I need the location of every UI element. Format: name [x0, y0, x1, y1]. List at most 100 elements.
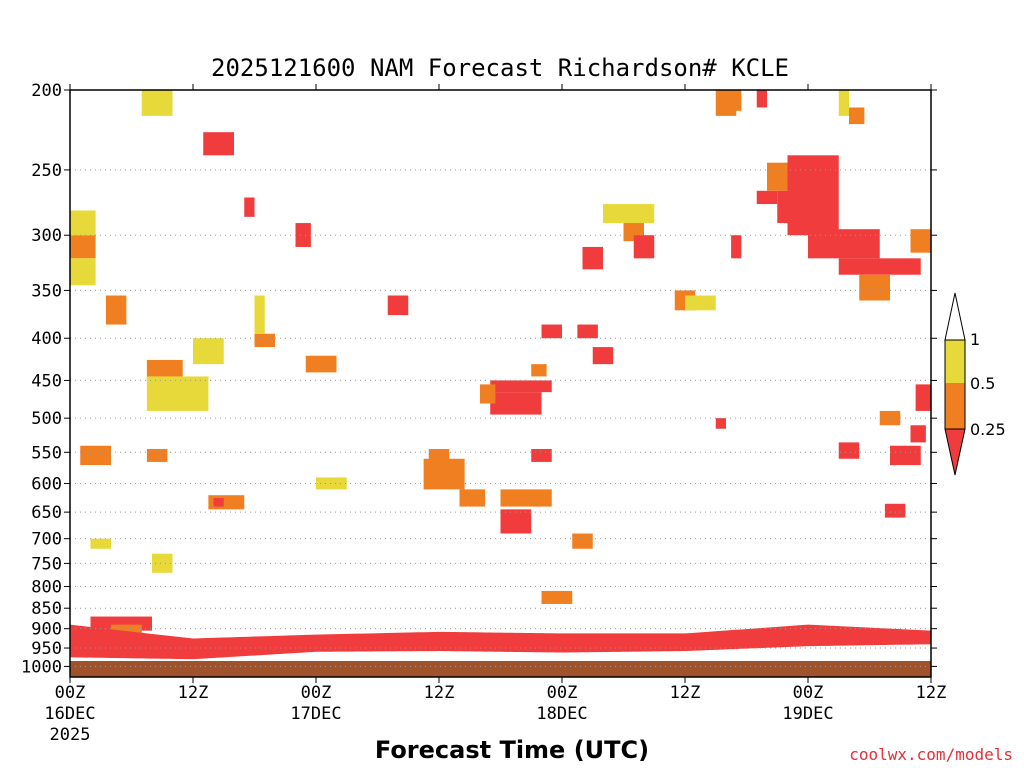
chart-title: 2025121600 NAM Forecast Richardson# KCLE [211, 54, 789, 82]
heatmap-region-59 [111, 624, 142, 635]
heatmap-region-23 [715, 418, 726, 429]
heatmap-region-49 [428, 449, 450, 466]
heatmap-region-57 [152, 553, 173, 573]
heatmap-region-8 [254, 333, 275, 348]
y-tick-label-300: 300 [31, 226, 62, 246]
y-tick-label-700: 700 [31, 530, 62, 550]
y-tick-label-850: 850 [31, 599, 62, 619]
heatmap-region-62 [141, 90, 173, 116]
heatmap-region-14 [480, 384, 496, 404]
heatmap-region-55 [541, 590, 573, 604]
ground-fill [70, 661, 931, 677]
heatmap-region-40 [890, 445, 921, 466]
y-tick-label-1000: 1000 [21, 657, 62, 677]
heatmap-region-53 [531, 449, 552, 462]
heatmap-region-36 [726, 90, 742, 111]
legend-arrow-top [944, 292, 966, 341]
x-tick-date-4: 18DEC [536, 704, 587, 724]
heatmap-region-61 [193, 338, 224, 365]
legend-bin-mid [945, 383, 965, 429]
heatmap-region-5 [146, 376, 209, 411]
x-tick-date-6: 19DEC [782, 704, 833, 724]
heatmap-region-42 [838, 442, 860, 459]
y-tick-label-800: 800 [31, 577, 62, 597]
y-axis: 200 250 300 350 400 450 500 550 600 650 700 750 8008… [21, 81, 937, 677]
heatmap-region-63 [254, 295, 265, 334]
y-tick-label-650: 650 [31, 503, 62, 523]
heatmap-region-7 [244, 197, 255, 217]
x-tick-year-0: 2025 [50, 725, 91, 745]
colorbar-legend: 1 0.5 0.25 [944, 292, 1006, 476]
y-tick-label-200: 200 [31, 81, 62, 101]
x-tick-label-7: 12Z [916, 683, 947, 703]
heatmap-region-1 [70, 210, 96, 236]
x-tick-label-2: 00Z [301, 683, 332, 703]
x-tick-date-0: 16DEC [44, 704, 95, 724]
credit-text: coolwx.com/models [849, 745, 1013, 764]
heatmap-region-52 [500, 489, 552, 507]
heatmap-region-56 [316, 477, 347, 490]
heatmap-region-30 [838, 258, 921, 275]
x-tick-label-6: 00Z [793, 683, 824, 703]
heatmap-region-12 [490, 380, 552, 393]
heatmap-region-4 [146, 359, 183, 381]
heatmap-region-0 [70, 235, 96, 259]
y-tick-label-250: 250 [31, 161, 62, 181]
heatmap-region-31 [859, 274, 890, 301]
heatmap-region-44 [80, 445, 111, 466]
heatmap-region-18 [582, 246, 603, 270]
heatmap-region-47 [213, 498, 224, 507]
legend-label-0.25: 0.25 [970, 420, 1006, 439]
heatmap-region-33 [849, 107, 865, 125]
x-tick-label-1: 12Z [178, 683, 209, 703]
heatmap-region-17 [577, 324, 598, 339]
heatmap-region-34 [838, 90, 849, 116]
heatmap-region-16 [541, 324, 562, 339]
x-tick-date-2: 17DEC [290, 704, 341, 724]
heatmap-region-24 [731, 235, 742, 259]
legend-label-1: 1 [970, 330, 980, 349]
heatmap-region-25 [756, 190, 778, 205]
heatmap-region-3 [105, 295, 127, 325]
heatmap-region-41 [915, 384, 931, 411]
x-axis-label: Forecast Time (UTC) [375, 736, 649, 764]
y-tick-label-950: 950 [31, 639, 62, 659]
heatmap-region-10 [305, 355, 337, 373]
legend-arrow-bottom [944, 428, 966, 476]
legend-bin-high [945, 340, 965, 383]
heatmap-region-13 [490, 392, 542, 415]
heatmap-region-60 [90, 538, 111, 549]
heatmap-region-28 [787, 155, 839, 236]
y-tick-label-900: 900 [31, 620, 62, 640]
x-tick-label-3: 12Z [424, 683, 455, 703]
heatmap-region-32 [910, 229, 931, 253]
heatmap-region-65 [685, 295, 716, 311]
heatmap-region-43 [884, 503, 906, 518]
y-tick-label-750: 750 [31, 554, 62, 574]
heatmap-region-64 [603, 204, 655, 224]
heatmap-region-38 [910, 425, 926, 443]
heatmap-region-19 [592, 347, 614, 365]
y-tick-label-400: 400 [31, 329, 62, 349]
heatmap-region-45 [146, 449, 168, 462]
plot-frame [69, 89, 932, 678]
heatmap-region-2 [70, 258, 96, 286]
y-tick-label-450: 450 [31, 371, 62, 391]
legend-label-0.5: 0.5 [970, 374, 995, 393]
heatmap-region-21 [633, 235, 655, 259]
y-tick-label-500: 500 [31, 409, 62, 429]
x-tick-label-5: 12Z [670, 683, 701, 703]
heatmap-region-11 [387, 295, 409, 316]
heatmap-region-9 [295, 223, 311, 247]
heatmap-cells [70, 90, 931, 677]
y-tick-label-550: 550 [31, 443, 62, 463]
heatmap-region-54 [572, 533, 593, 549]
y-tick-label-350: 350 [31, 281, 62, 301]
heatmap-region-6 [203, 132, 234, 156]
heatmap-region-15 [531, 364, 547, 377]
x-tick-label-4: 00Z [547, 683, 578, 703]
y-tick-label-600: 600 [31, 474, 62, 494]
heatmap-region-51 [500, 509, 532, 534]
